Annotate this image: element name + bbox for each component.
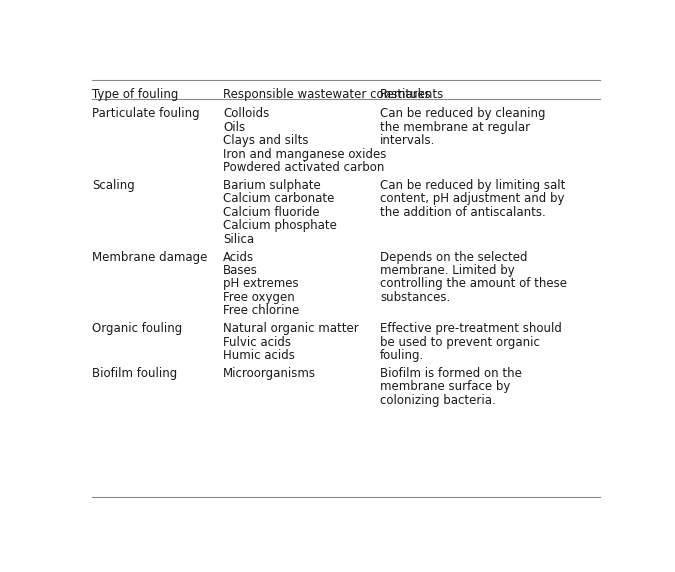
Text: Effective pre-treatment should: Effective pre-treatment should: [380, 322, 562, 335]
Text: Fulvic acids: Fulvic acids: [223, 336, 291, 348]
Text: Calcium phosphate: Calcium phosphate: [223, 219, 337, 232]
Text: Depends on the selected: Depends on the selected: [380, 251, 527, 264]
Text: Acids: Acids: [223, 251, 254, 264]
Text: Particulate fouling: Particulate fouling: [92, 108, 200, 120]
Text: fouling.: fouling.: [380, 349, 424, 362]
Text: Natural organic matter: Natural organic matter: [223, 322, 358, 335]
Text: Barium sulphate: Barium sulphate: [223, 179, 321, 192]
Text: Scaling: Scaling: [92, 179, 135, 192]
Text: Can be reduced by cleaning: Can be reduced by cleaning: [380, 108, 545, 120]
Text: the addition of antiscalants.: the addition of antiscalants.: [380, 206, 545, 219]
Text: Membrane damage: Membrane damage: [92, 251, 208, 264]
Text: membrane. Limited by: membrane. Limited by: [380, 264, 515, 277]
Text: Powdered activated carbon: Powdered activated carbon: [223, 161, 384, 174]
Text: Bases: Bases: [223, 264, 258, 277]
Text: Remarks: Remarks: [380, 89, 431, 101]
Text: Calcium fluoride: Calcium fluoride: [223, 206, 320, 219]
Text: colonizing bacteria.: colonizing bacteria.: [380, 394, 495, 407]
Text: Clays and silts: Clays and silts: [223, 134, 308, 147]
Text: Type of fouling: Type of fouling: [92, 89, 179, 101]
Text: the membrane at regular: the membrane at regular: [380, 121, 530, 134]
Text: Microorganisms: Microorganisms: [223, 367, 316, 380]
Text: substances.: substances.: [380, 291, 450, 304]
Text: Oils: Oils: [223, 121, 245, 134]
Text: Can be reduced by limiting salt: Can be reduced by limiting salt: [380, 179, 566, 192]
Text: Responsible wastewater constituents: Responsible wastewater constituents: [223, 89, 443, 101]
Text: intervals.: intervals.: [380, 134, 435, 147]
Text: Iron and manganese oxides: Iron and manganese oxides: [223, 148, 386, 161]
Text: Free chlorine: Free chlorine: [223, 304, 299, 317]
Text: Colloids: Colloids: [223, 108, 269, 120]
Text: Calcium carbonate: Calcium carbonate: [223, 192, 334, 205]
Text: membrane surface by: membrane surface by: [380, 380, 510, 394]
Text: content, pH adjustment and by: content, pH adjustment and by: [380, 192, 564, 205]
Text: Organic fouling: Organic fouling: [92, 322, 182, 335]
Text: be used to prevent organic: be used to prevent organic: [380, 336, 540, 348]
Text: Biofilm is formed on the: Biofilm is formed on the: [380, 367, 522, 380]
Text: Biofilm fouling: Biofilm fouling: [92, 367, 178, 380]
Text: controlling the amount of these: controlling the amount of these: [380, 277, 567, 291]
Text: pH extremes: pH extremes: [223, 277, 298, 291]
Text: Humic acids: Humic acids: [223, 349, 295, 362]
Text: Silica: Silica: [223, 233, 254, 246]
Text: Free oxygen: Free oxygen: [223, 291, 295, 304]
